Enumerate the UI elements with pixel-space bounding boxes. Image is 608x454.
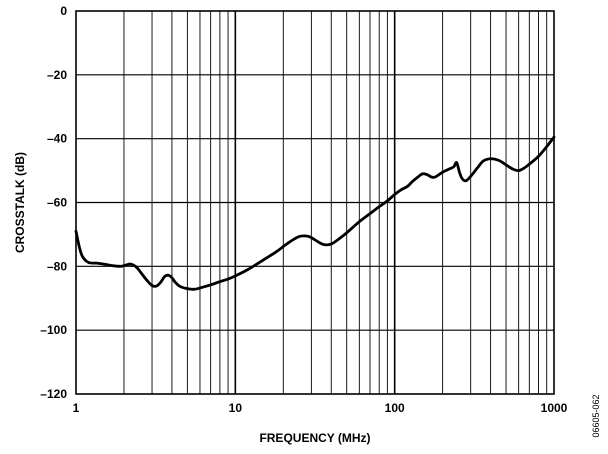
x-tick-label: 10 [229, 401, 243, 415]
y-tick-label: –100 [40, 323, 67, 337]
y-tick-label: –120 [40, 387, 67, 401]
y-tick-label: –60 [47, 196, 67, 210]
figure-code: 06605-062 [591, 394, 601, 437]
y-tick-label: –40 [47, 132, 67, 146]
crosstalk-curve [74, 135, 556, 291]
x-tick-label: 1 [73, 401, 80, 415]
major-grid [76, 11, 554, 394]
y-axis-title: CROSSTALK (dB) [13, 152, 27, 253]
x-tick-label: 1000 [541, 401, 568, 415]
plot-area-frame [75, 10, 555, 395]
x-axis-title: FREQUENCY (MHz) [259, 431, 370, 445]
y-tick-labels: 0 –20 –40 –60 –80 –100 –120 [40, 4, 67, 401]
x-tick-labels: 1 10 100 1000 [73, 401, 568, 415]
y-tick-label: 0 [60, 4, 67, 18]
y-tick-label: –20 [47, 68, 67, 82]
y-tick-label: –80 [47, 259, 67, 273]
x-tick-label: 100 [385, 401, 405, 415]
